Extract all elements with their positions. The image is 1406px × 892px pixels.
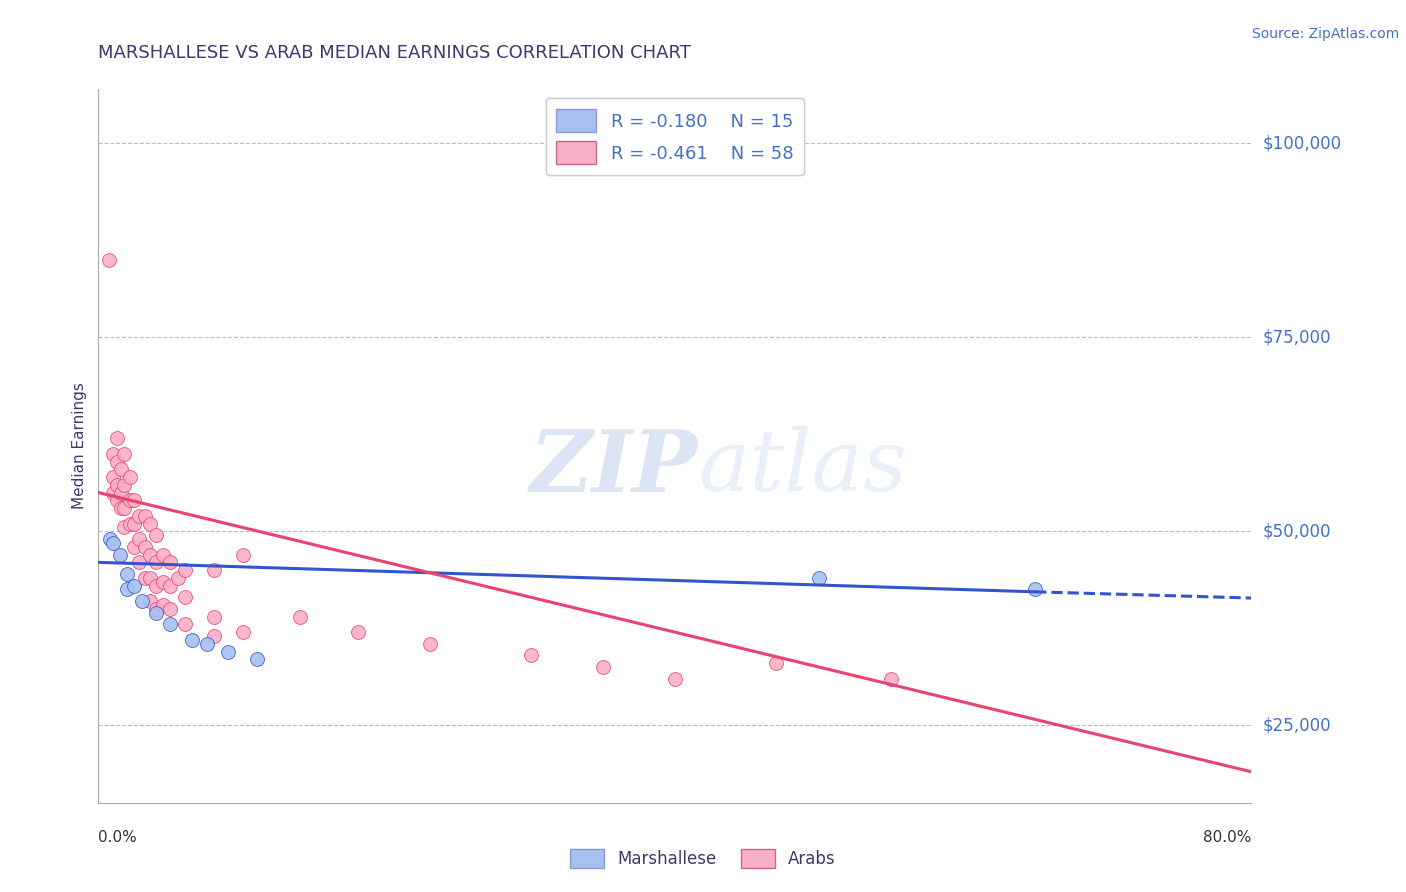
Point — [152, 598, 174, 612]
Point — [152, 574, 174, 589]
Point — [110, 485, 132, 500]
Point — [145, 579, 167, 593]
Text: atlas: atlas — [697, 426, 907, 508]
Point — [112, 520, 135, 534]
Point — [174, 591, 197, 605]
Point — [290, 609, 312, 624]
Point — [159, 555, 181, 569]
Point — [592, 660, 614, 674]
Text: ZIP: ZIP — [530, 425, 697, 509]
Point — [124, 516, 146, 531]
Point — [217, 644, 239, 658]
Point — [101, 485, 124, 500]
Point — [139, 594, 162, 608]
Point — [231, 548, 254, 562]
Point — [664, 672, 686, 686]
Point — [124, 579, 146, 593]
Point — [105, 493, 128, 508]
Point — [120, 493, 142, 508]
Point — [98, 532, 121, 546]
Point — [117, 582, 138, 597]
Point — [880, 672, 903, 686]
Point — [120, 516, 142, 531]
Text: $25,000: $25,000 — [1263, 716, 1331, 734]
Y-axis label: Median Earnings: Median Earnings — [72, 383, 87, 509]
Point — [112, 501, 135, 516]
Point — [101, 470, 124, 484]
Point — [174, 563, 197, 577]
Point — [97, 252, 120, 267]
Point — [166, 571, 188, 585]
Point — [145, 555, 167, 569]
Point — [346, 625, 368, 640]
Text: MARSHALLESE VS ARAB MEDIAN EARNINGS CORRELATION CHART: MARSHALLESE VS ARAB MEDIAN EARNINGS CORR… — [98, 45, 692, 62]
Point — [246, 652, 269, 666]
Point — [101, 447, 124, 461]
Point — [112, 477, 135, 491]
Point — [181, 632, 204, 647]
Point — [134, 571, 156, 585]
Point — [105, 454, 128, 468]
Point — [124, 540, 146, 554]
Point — [145, 602, 167, 616]
Point — [134, 508, 156, 523]
Text: 0.0%: 0.0% — [98, 830, 138, 845]
Point — [139, 516, 162, 531]
Point — [134, 540, 156, 554]
Point — [202, 563, 225, 577]
Point — [159, 579, 181, 593]
Text: 80.0%: 80.0% — [1204, 830, 1251, 845]
Point — [202, 609, 225, 624]
Point — [159, 617, 181, 632]
Point — [419, 637, 441, 651]
Point — [112, 447, 135, 461]
Point — [120, 470, 142, 484]
Point — [110, 501, 132, 516]
Point — [145, 606, 167, 620]
Point — [105, 477, 128, 491]
Text: $50,000: $50,000 — [1263, 523, 1331, 541]
Point — [131, 594, 153, 608]
Point — [174, 617, 197, 632]
Legend: Marshallese, Arabs: Marshallese, Arabs — [564, 842, 842, 875]
Point — [108, 548, 131, 562]
Point — [202, 629, 225, 643]
Point — [807, 571, 830, 585]
Point — [117, 566, 138, 581]
Point — [128, 508, 150, 523]
Legend: R = -0.180    N = 15, R = -0.461    N = 58: R = -0.180 N = 15, R = -0.461 N = 58 — [546, 98, 804, 176]
Text: Source: ZipAtlas.com: Source: ZipAtlas.com — [1251, 27, 1399, 41]
Text: $100,000: $100,000 — [1263, 135, 1341, 153]
Point — [231, 625, 254, 640]
Point — [152, 548, 174, 562]
Point — [139, 548, 162, 562]
Point — [128, 532, 150, 546]
Point — [159, 602, 181, 616]
Point — [110, 462, 132, 476]
Point — [195, 637, 218, 651]
Point — [765, 656, 787, 670]
Point — [105, 431, 128, 445]
Point — [520, 648, 543, 663]
Point — [101, 536, 124, 550]
Point — [124, 493, 146, 508]
Point — [145, 528, 167, 542]
Point — [128, 555, 150, 569]
Point — [139, 571, 162, 585]
Point — [1024, 582, 1046, 597]
Text: $75,000: $75,000 — [1263, 328, 1331, 346]
